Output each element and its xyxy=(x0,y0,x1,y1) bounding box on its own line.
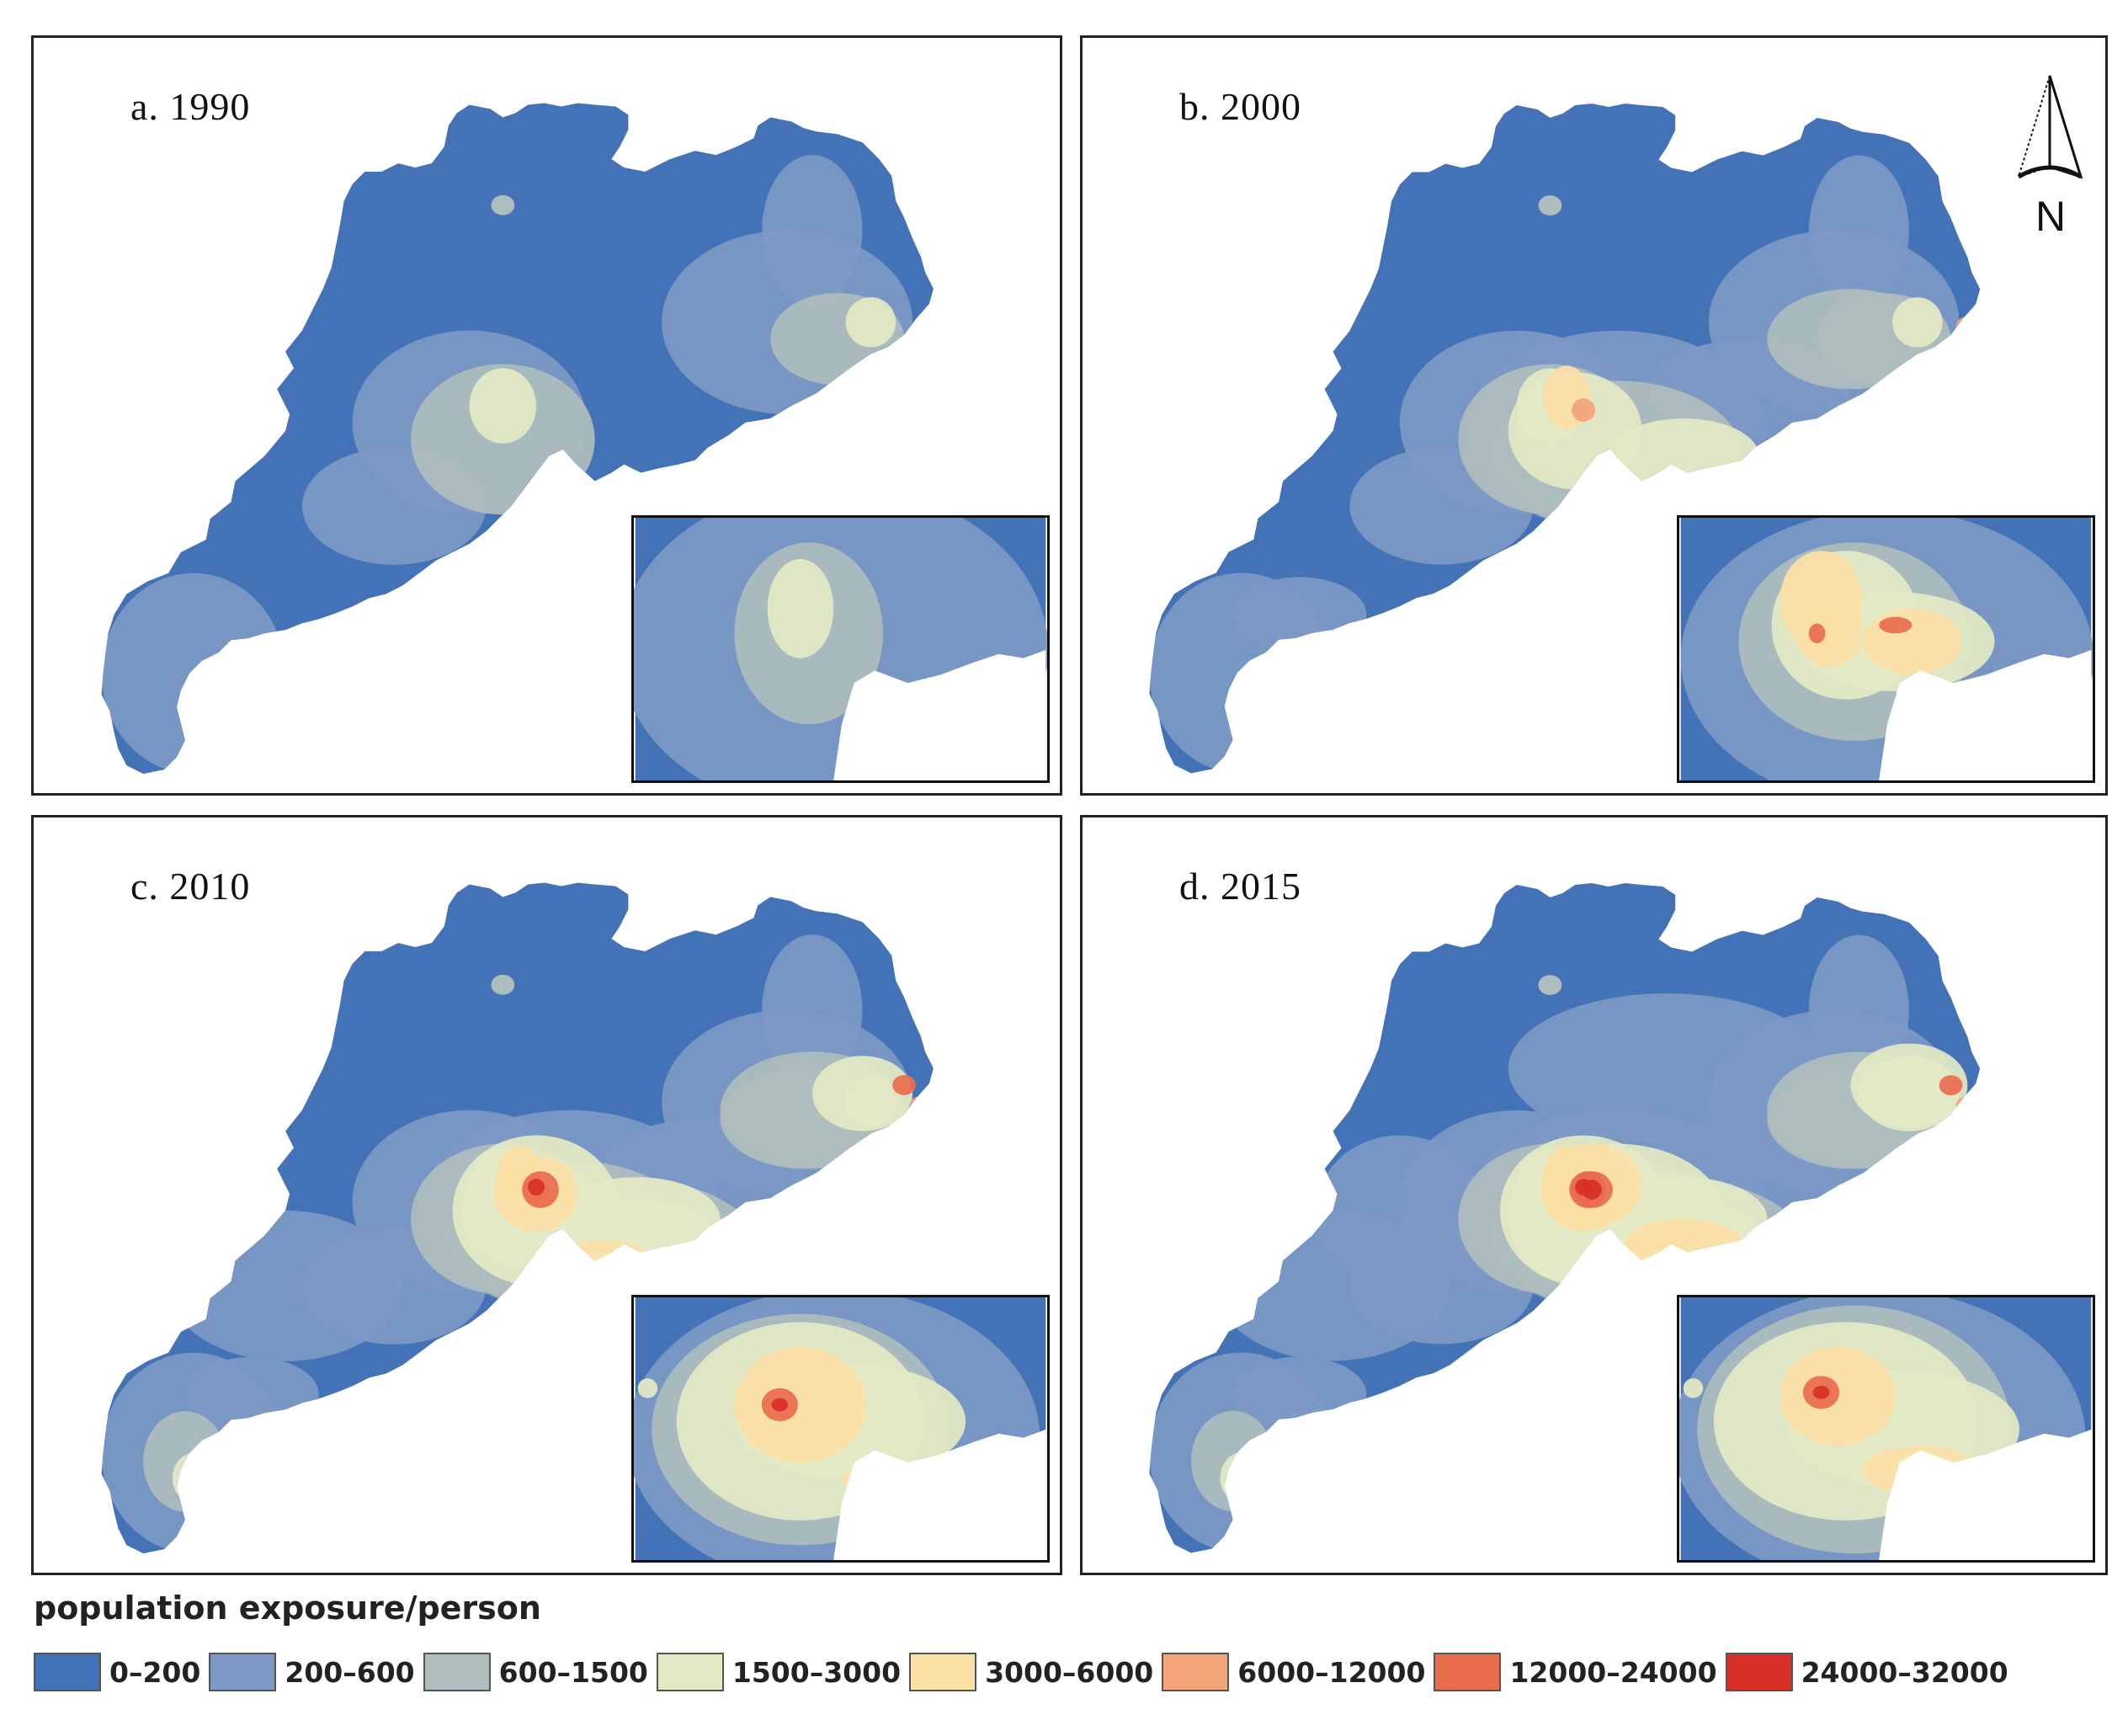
legend-title: population exposure/person xyxy=(34,1590,541,1627)
exposure-area xyxy=(552,1177,721,1261)
inset-exposure-area xyxy=(767,559,834,658)
exposure-area xyxy=(469,368,537,444)
exposure-area xyxy=(909,1095,933,1116)
legend-item: 200–600 xyxy=(209,1653,415,1691)
inset-exposure-area xyxy=(1796,600,1863,667)
exposure-area xyxy=(1538,975,1562,995)
map-panel-2000: b. 2000 xyxy=(1080,35,2108,796)
exposure-area xyxy=(1625,1218,1742,1270)
panel-title: a. 1990 xyxy=(130,85,251,128)
legend-swatch xyxy=(909,1653,977,1691)
exposure-area xyxy=(1572,398,1595,422)
map-panel-2010: c. 2010 xyxy=(31,815,1062,1575)
exposure-area xyxy=(143,1411,227,1512)
legend: 0–200 200–600 600–1500 1500–3000 3000–6000 60… xyxy=(34,1650,2017,1694)
legend-label: 200–600 xyxy=(285,1655,415,1689)
exposure-area xyxy=(1608,1260,1659,1278)
legend-swatch xyxy=(209,1653,277,1691)
exposure-area xyxy=(491,194,515,216)
exposure-area xyxy=(1538,195,1562,216)
exposure-area xyxy=(1955,316,1980,337)
exposure-area xyxy=(1220,1452,1263,1503)
exposure-area xyxy=(1582,1180,1602,1200)
exposure-area xyxy=(1808,155,1909,306)
legend-label: 600–1500 xyxy=(498,1655,648,1689)
inset-map xyxy=(631,515,1050,783)
inset-exposure-area xyxy=(1683,1378,1704,1398)
province-map xyxy=(1149,104,1981,774)
exposure-area xyxy=(1508,993,1826,1144)
inset-exposure-area xyxy=(1862,608,1962,675)
inset-sea xyxy=(833,649,1046,780)
legend-swatch xyxy=(1162,1653,1230,1691)
exposure-area xyxy=(1892,297,1943,348)
inset-map xyxy=(1677,515,2095,783)
province-map xyxy=(101,882,934,1554)
inset-exposure-area xyxy=(771,1398,789,1412)
north-label: N xyxy=(2035,193,2067,240)
exposure-area xyxy=(1627,1264,1648,1275)
legend-label: 1500–3000 xyxy=(732,1655,902,1689)
legend-label: 0–200 xyxy=(109,1655,201,1689)
exposure-area xyxy=(845,296,896,348)
exposure-area xyxy=(811,1056,913,1132)
panel-title: c. 2010 xyxy=(130,865,251,908)
legend-item: 600–1500 xyxy=(423,1653,648,1691)
map-panel-1990: a. 1990 xyxy=(31,35,1062,796)
exposure-area xyxy=(1939,1075,1963,1095)
legend-swatch xyxy=(423,1653,491,1691)
exposure-area xyxy=(168,1210,403,1361)
inset-exposure-area xyxy=(1812,1385,1830,1399)
province-map xyxy=(101,103,934,775)
legend-label: 3000–6000 xyxy=(985,1655,1154,1689)
exposure-area xyxy=(1767,289,1934,390)
legend-item: 0–200 xyxy=(34,1653,200,1691)
exposure-area xyxy=(552,1260,604,1278)
exposure-area xyxy=(762,935,863,1085)
inset-map xyxy=(1677,1295,2095,1563)
exposure-area xyxy=(1316,1135,1484,1286)
exposure-area xyxy=(172,1452,215,1504)
map-panel-2015: d. 2015 xyxy=(1080,815,2108,1575)
exposure-area xyxy=(101,572,286,775)
exposure-area xyxy=(1232,577,1367,652)
exposure-area xyxy=(892,1074,917,1095)
exposure-area xyxy=(762,155,863,306)
legend-item: 6000–12000 xyxy=(1162,1653,1425,1691)
exposure-area xyxy=(528,1179,545,1195)
exposure-area xyxy=(552,1239,654,1282)
legend-swatch xyxy=(656,1653,724,1691)
panel-title: b. 2000 xyxy=(1179,85,1301,128)
north-arrow-icon xyxy=(2017,75,2083,179)
panel-title: d. 2015 xyxy=(1179,865,1301,908)
exposure-area xyxy=(491,974,515,995)
province-map xyxy=(1149,883,1981,1553)
inset-sea xyxy=(833,1429,1046,1560)
legend-label: 24000–32000 xyxy=(1801,1655,2008,1689)
exposure-area xyxy=(1850,1043,1968,1127)
inset-exposure-area xyxy=(1808,623,1826,644)
legend-item: 12000–24000 xyxy=(1434,1653,1717,1691)
legend-item: 3000–6000 xyxy=(909,1653,1153,1691)
inset-sea xyxy=(1879,649,2092,780)
legend-swatch xyxy=(34,1653,101,1691)
inset-exposure-area xyxy=(734,1346,867,1463)
inset-exposure-area xyxy=(1879,616,1913,634)
inset-sea xyxy=(1879,1429,2092,1560)
inset-exposure-area xyxy=(637,1378,658,1398)
exposure-area xyxy=(1599,1260,1651,1278)
legend-swatch xyxy=(1725,1653,1793,1691)
inset-map xyxy=(631,1295,1050,1563)
exposure-area xyxy=(1955,1095,1980,1116)
exposure-layer xyxy=(1149,935,1980,1553)
exposure-area xyxy=(1608,418,1759,494)
legend-swatch xyxy=(1434,1653,1502,1691)
legend-label: 6000–12000 xyxy=(1237,1655,1426,1689)
legend-item: 24000–32000 xyxy=(1725,1653,2008,1691)
legend-label: 12000–24000 xyxy=(1509,1655,1717,1689)
exposure-layer xyxy=(101,935,933,1554)
legend-item: 1500–3000 xyxy=(656,1653,902,1691)
